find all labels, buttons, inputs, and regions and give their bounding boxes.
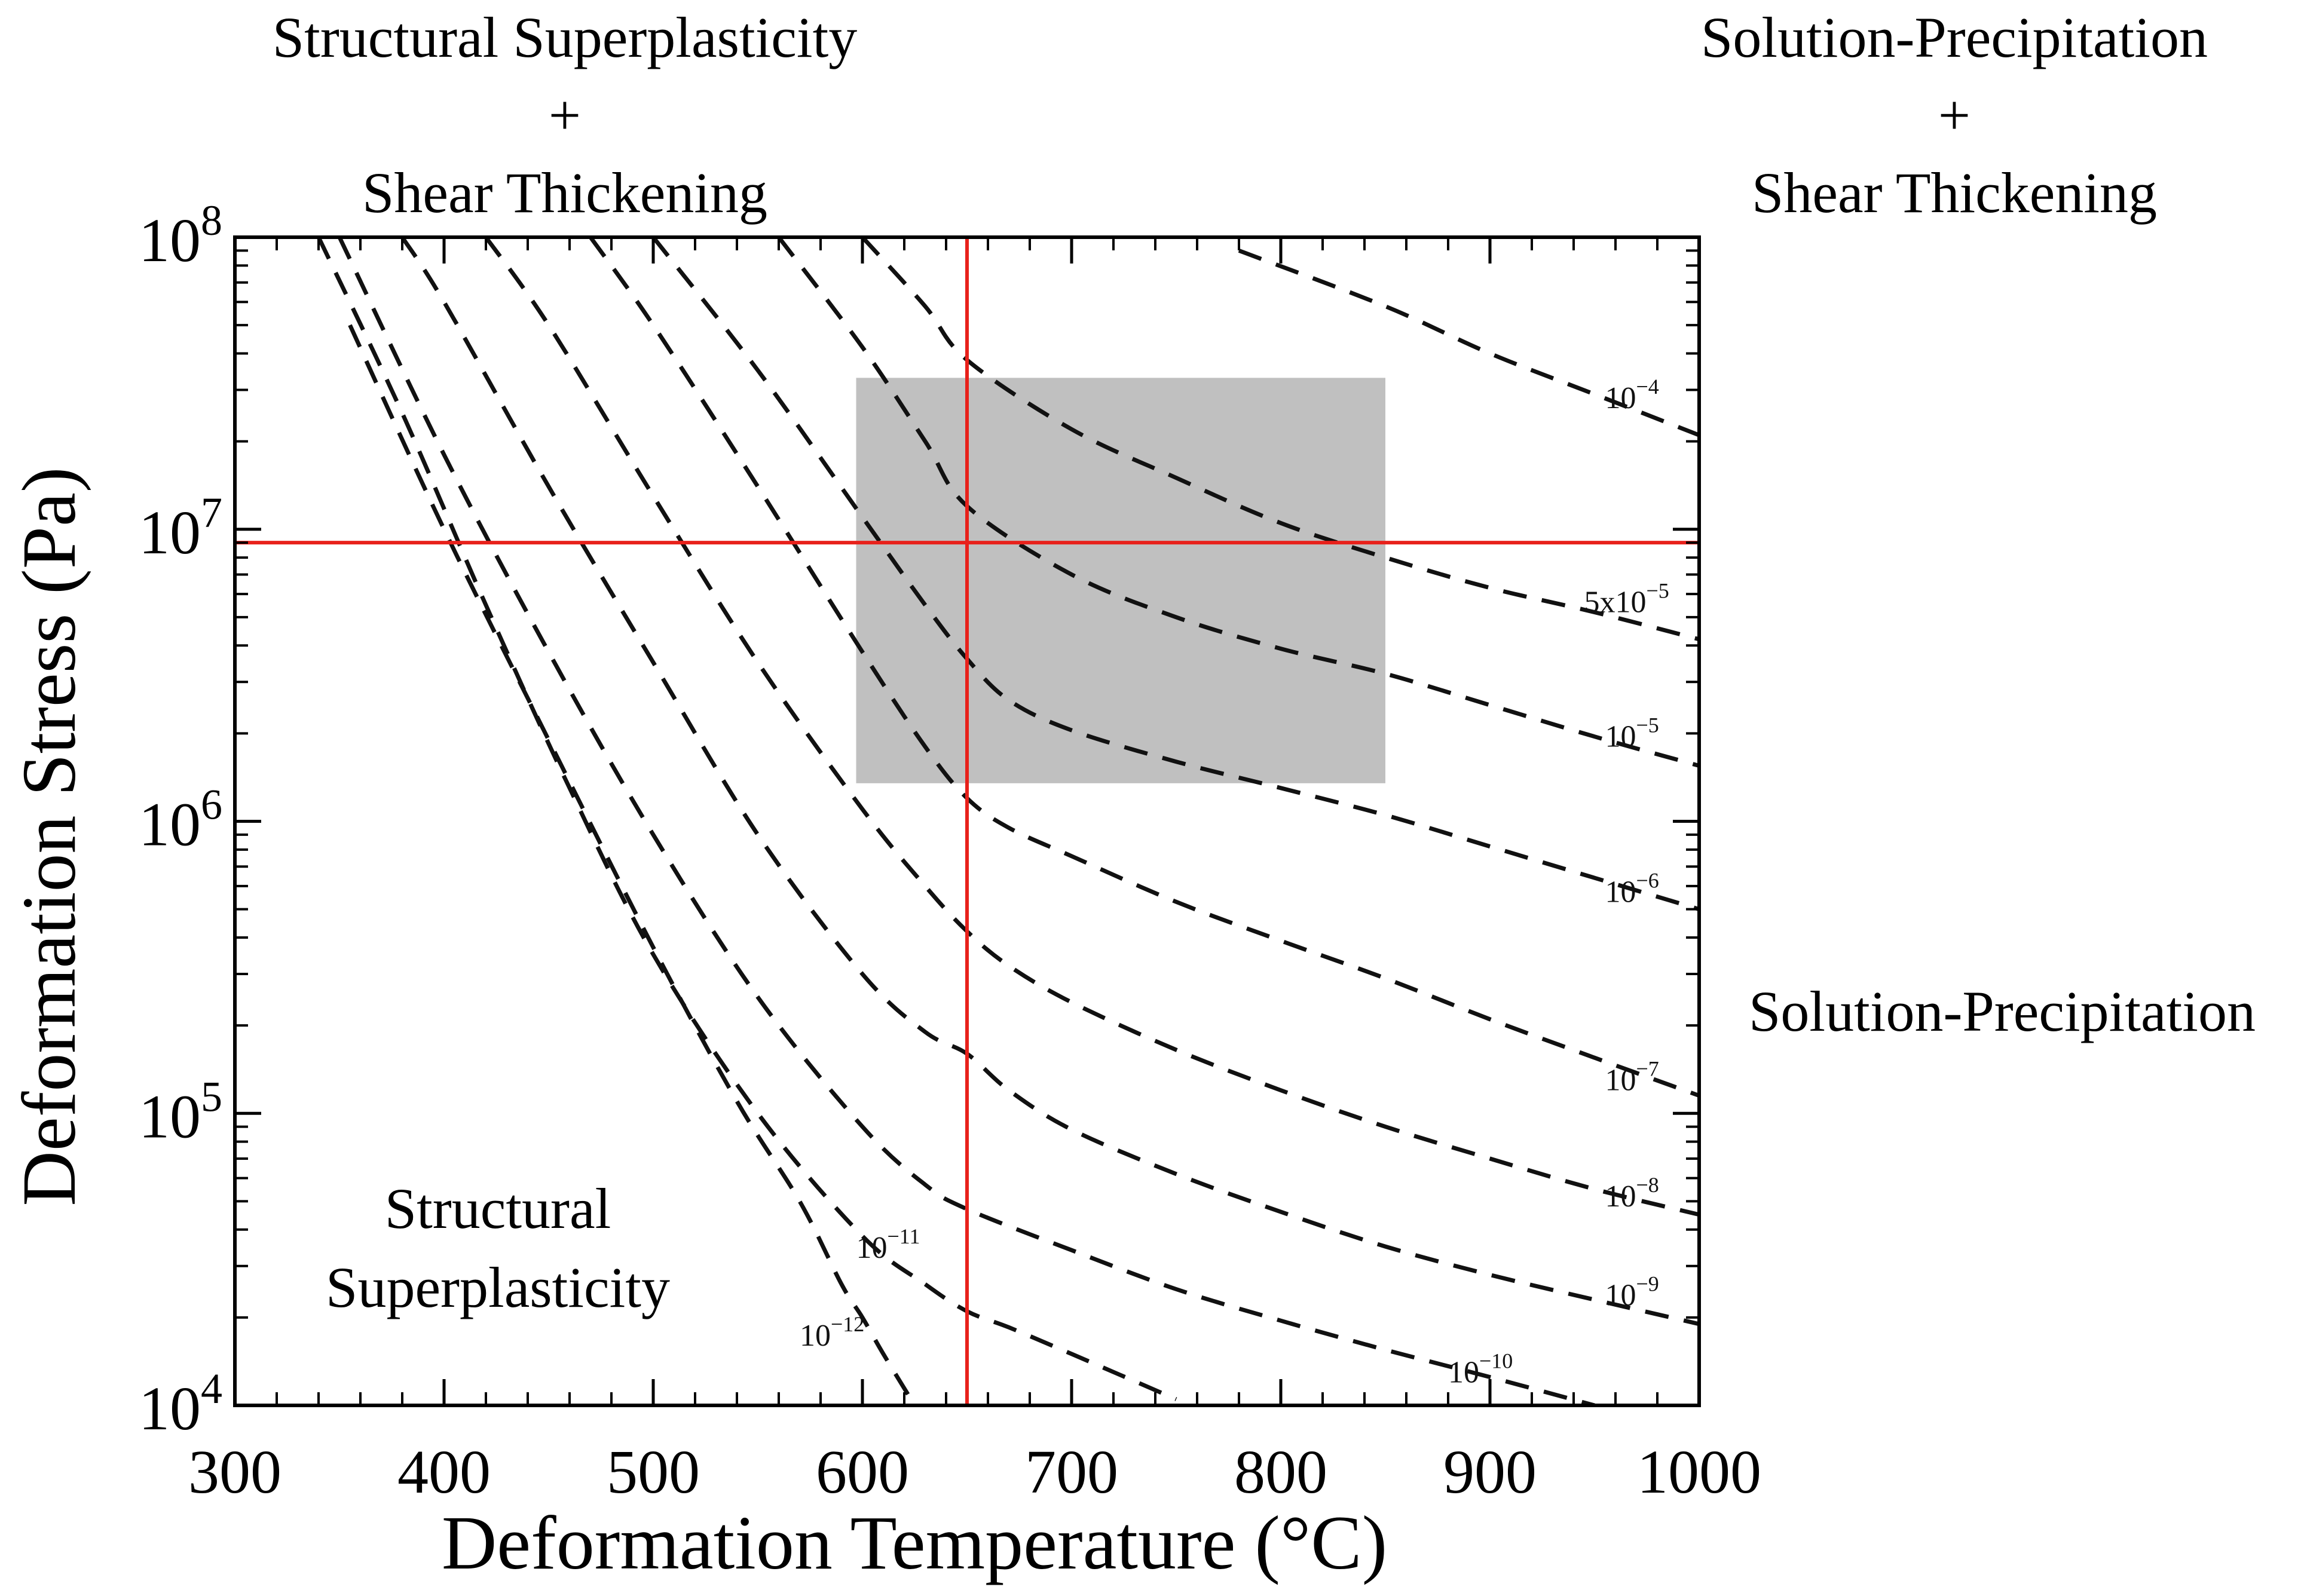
region-annotation: +: [1938, 83, 1970, 147]
shaded-region-layer: [856, 378, 1385, 783]
series-label: 10−8: [1605, 1173, 1659, 1214]
x-tick-label: 900: [1443, 1438, 1537, 1506]
series-curve: [316, 237, 1177, 1401]
series-label: 10−7: [1605, 1057, 1659, 1098]
series-label: 5x10−5: [1584, 579, 1669, 620]
series-curve: [651, 237, 1699, 911]
series-curve: [337, 237, 1595, 1405]
series-curve: [1238, 249, 1699, 437]
series-label: 10−6: [1605, 868, 1659, 909]
series-label: 10−4: [1605, 375, 1659, 415]
region-annotation: Superplasticity: [326, 1255, 670, 1319]
series-labels-layer: 10−4 5x10−5 10−5 10−6 10−7 10−8 10−9 10−10 10−11…: [800, 375, 1669, 1389]
labels-layer: Deformation Temperature (°C) Deformation…: [7, 197, 1761, 1585]
series-label: 10−10: [1448, 1349, 1513, 1389]
y-tick-label: 105: [139, 1073, 222, 1151]
region-annotation: +: [549, 83, 581, 147]
x-tick-label: 500: [607, 1438, 700, 1506]
y-tick-label: 106: [139, 781, 222, 859]
ticks-layer: [233, 235, 1701, 1407]
annotations-layer: Structural Superplasticity + Shear Thicken…: [273, 5, 2256, 1319]
region-annotation: Structural: [385, 1177, 611, 1240]
series-label: 10−11: [856, 1224, 920, 1265]
x-tick-label: 700: [1025, 1438, 1118, 1506]
series-curve: [589, 237, 1699, 1098]
region-annotation: Structural Superplasticity: [273, 5, 857, 69]
y-tick-label: 104: [139, 1365, 222, 1443]
x-tick-label: 800: [1234, 1438, 1327, 1506]
x-tick-label: 400: [397, 1438, 491, 1506]
x-tick-label: 300: [188, 1438, 281, 1506]
series-curve: [484, 237, 1699, 1217]
y-tick-label: 108: [139, 197, 222, 275]
region-annotation: Solution-Precipitation: [1749, 979, 2256, 1043]
series-curve: [861, 237, 1699, 642]
reference-lines-layer: [235, 237, 1699, 1405]
series-curve: [348, 324, 917, 1405]
x-tick-label: 600: [816, 1438, 909, 1506]
series-label: 10−9: [1605, 1272, 1659, 1313]
shaded-region: [856, 378, 1385, 783]
x-tick-label: 1000: [1637, 1438, 1761, 1506]
region-annotation: Shear Thickening: [362, 161, 767, 225]
region-annotation: Solution-Precipitation: [1701, 5, 2208, 69]
series-label: 10−5: [1605, 713, 1659, 754]
y-tick-label: 107: [139, 489, 222, 567]
y-axis-label: Deformation Stress (Pa): [7, 467, 91, 1206]
region-annotation: Shear Thickening: [1752, 161, 2157, 225]
x-axis-label: Deformation Temperature (°C): [442, 1500, 1387, 1585]
series-curve: [777, 237, 1699, 768]
series-label: 10−12: [800, 1312, 864, 1353]
